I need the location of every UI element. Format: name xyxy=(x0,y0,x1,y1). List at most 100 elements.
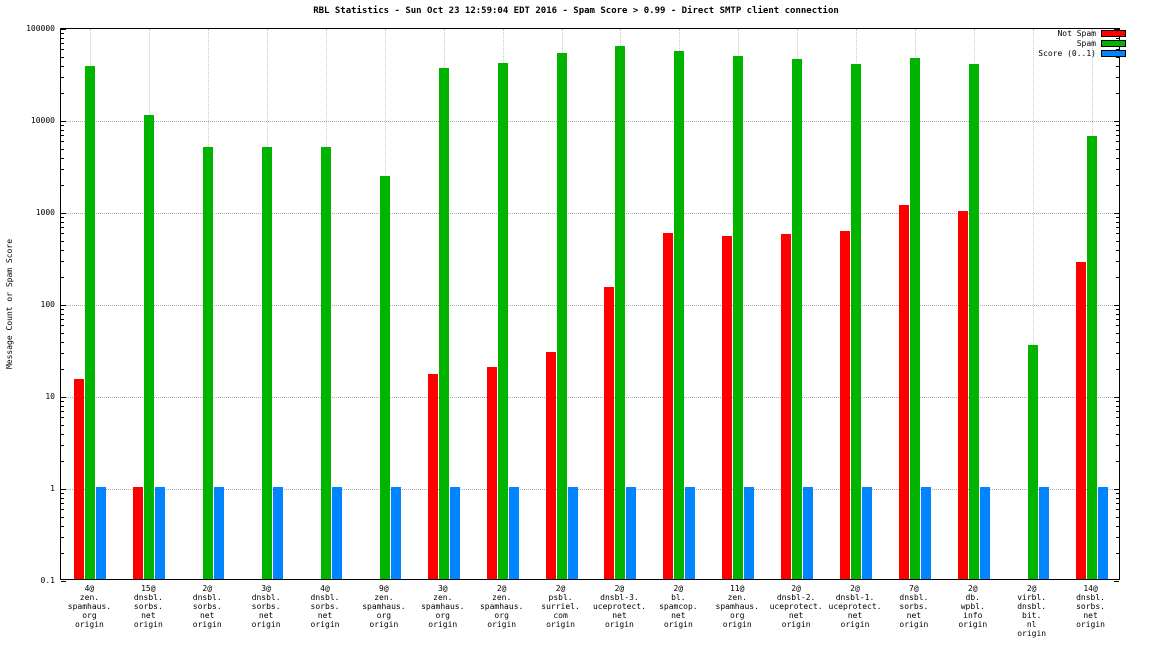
gridline-vertical xyxy=(1032,29,1034,579)
y-tick-mark xyxy=(1116,93,1119,95)
bar-spam xyxy=(968,63,979,579)
y-tick-mark xyxy=(61,49,64,51)
bar-not-spam xyxy=(133,487,144,579)
y-tick-mark xyxy=(1116,277,1119,279)
x-tick-label: 2@ dnsbl-1. uceprotect. net origin xyxy=(828,584,882,629)
bar-not-spam xyxy=(663,232,674,579)
bar-score-0-1 xyxy=(626,487,637,579)
bar-score-0-1 xyxy=(803,487,814,579)
y-tick-mark xyxy=(61,341,64,343)
x-tick-label: 3@ dnsbl. sorbs. net origin xyxy=(251,584,281,629)
legend: Not Spam Spam Score (0..1) xyxy=(1038,29,1126,58)
y-tick-mark xyxy=(1116,509,1119,511)
bar-spam xyxy=(85,65,96,579)
y-tick-mark xyxy=(1116,341,1119,343)
y-tick-mark xyxy=(61,33,64,35)
legend-row: Spam xyxy=(1077,39,1126,48)
bar-spam xyxy=(379,176,390,579)
y-tick-mark xyxy=(1116,129,1119,131)
y-tick-mark xyxy=(61,233,64,235)
bar-score-0-1 xyxy=(1038,487,1049,579)
x-tick-label: 2@ dnsbl. sorbs. net origin xyxy=(192,584,222,629)
y-tick-mark xyxy=(1116,332,1119,334)
y-tick-mark xyxy=(1116,313,1119,315)
y-tick-mark xyxy=(1116,125,1119,127)
y-tick-mark xyxy=(1116,65,1119,67)
y-tick-mark xyxy=(61,401,64,403)
y-tick-mark xyxy=(61,261,64,263)
y-tick-mark xyxy=(61,325,64,327)
y-tick-mark xyxy=(1114,121,1119,122)
gridline-horizontal xyxy=(61,305,1119,306)
y-tick-mark xyxy=(1116,405,1119,407)
bar-not-spam xyxy=(898,205,909,579)
y-tick-mark xyxy=(61,221,64,223)
y-tick-mark xyxy=(1116,424,1119,426)
x-tick-label: 4@ zen. spamhaus. org origin xyxy=(67,584,112,629)
y-tick-mark xyxy=(1116,493,1119,495)
bar-score-0-1 xyxy=(508,487,519,579)
y-tick-mark xyxy=(1116,319,1119,321)
y-tick-mark xyxy=(1116,240,1119,242)
bar-not-spam xyxy=(427,373,438,579)
y-tick-mark xyxy=(61,461,64,463)
y-tick-mark xyxy=(61,65,64,67)
y-tick-mark xyxy=(1114,29,1119,30)
bar-score-0-1 xyxy=(332,487,342,579)
bar-not-spam xyxy=(840,231,850,579)
y-tick-mark xyxy=(1116,353,1119,355)
y-tick-mark xyxy=(61,332,64,334)
y-tick-mark xyxy=(1116,227,1119,229)
y-tick-mark xyxy=(61,397,66,398)
y-tick-mark xyxy=(1116,148,1119,150)
y-tick-mark xyxy=(61,217,64,219)
y-tick-mark xyxy=(1116,169,1119,171)
y-tick-mark xyxy=(1116,56,1119,58)
x-tick-label: 2@ bl. spamcop. net origin xyxy=(659,584,698,629)
legend-row: Not Spam xyxy=(1057,29,1126,38)
y-tick-mark xyxy=(1116,217,1119,219)
x-tick-label: 11@ zen. spamhaus. org origin xyxy=(715,584,759,629)
bar-not-spam xyxy=(74,378,85,579)
y-tick-mark xyxy=(1116,516,1119,518)
y-tick-label: 1 xyxy=(50,484,55,493)
y-tick-mark xyxy=(61,509,64,511)
legend-label-not-spam: Not Spam xyxy=(1057,29,1096,38)
bar-score-0-1 xyxy=(214,487,225,579)
y-tick-mark xyxy=(61,319,64,321)
bar-spam xyxy=(674,50,685,579)
y-tick-mark xyxy=(61,553,64,555)
bar-score-0-1 xyxy=(862,487,872,579)
gridline-horizontal xyxy=(61,397,1119,398)
y-tick-mark xyxy=(1116,157,1119,159)
legend-swatch-score-0-1 xyxy=(1101,50,1126,57)
y-tick-mark xyxy=(61,581,66,582)
y-tick-mark xyxy=(61,424,64,426)
y-tick-mark xyxy=(1116,411,1119,413)
y-tick-mark xyxy=(61,369,64,371)
y-tick-mark xyxy=(61,503,64,505)
y-tick-mark xyxy=(1116,141,1119,143)
y-tick-mark xyxy=(61,157,64,159)
y-tick-label: 10 xyxy=(45,392,55,401)
chart-title: RBL Statistics - Sun Oct 23 12:59:04 EDT… xyxy=(313,6,839,16)
x-tick-label: 14@ dnsbl. sorbs. net origin xyxy=(1076,584,1105,629)
y-tick-mark xyxy=(1116,233,1119,235)
bar-spam xyxy=(262,146,273,579)
y-tick-mark xyxy=(61,353,64,355)
y-tick-mark xyxy=(1116,445,1119,447)
y-tick-mark xyxy=(61,309,64,311)
y-tick-mark xyxy=(1114,305,1119,306)
y-tick-mark xyxy=(1116,135,1119,137)
bar-score-0-1 xyxy=(390,487,401,579)
y-tick-mark xyxy=(61,135,64,137)
y-tick-mark xyxy=(1116,77,1119,79)
y-tick-mark xyxy=(61,525,64,527)
bar-spam xyxy=(497,62,508,579)
x-tick-label: 2@ virbl. dnsbl. bit. nl origin xyxy=(1017,584,1047,638)
y-tick-mark xyxy=(1116,461,1119,463)
y-tick-mark xyxy=(61,417,64,419)
y-tick-label: 100000 xyxy=(26,24,55,33)
y-tick-mark xyxy=(1116,249,1119,251)
